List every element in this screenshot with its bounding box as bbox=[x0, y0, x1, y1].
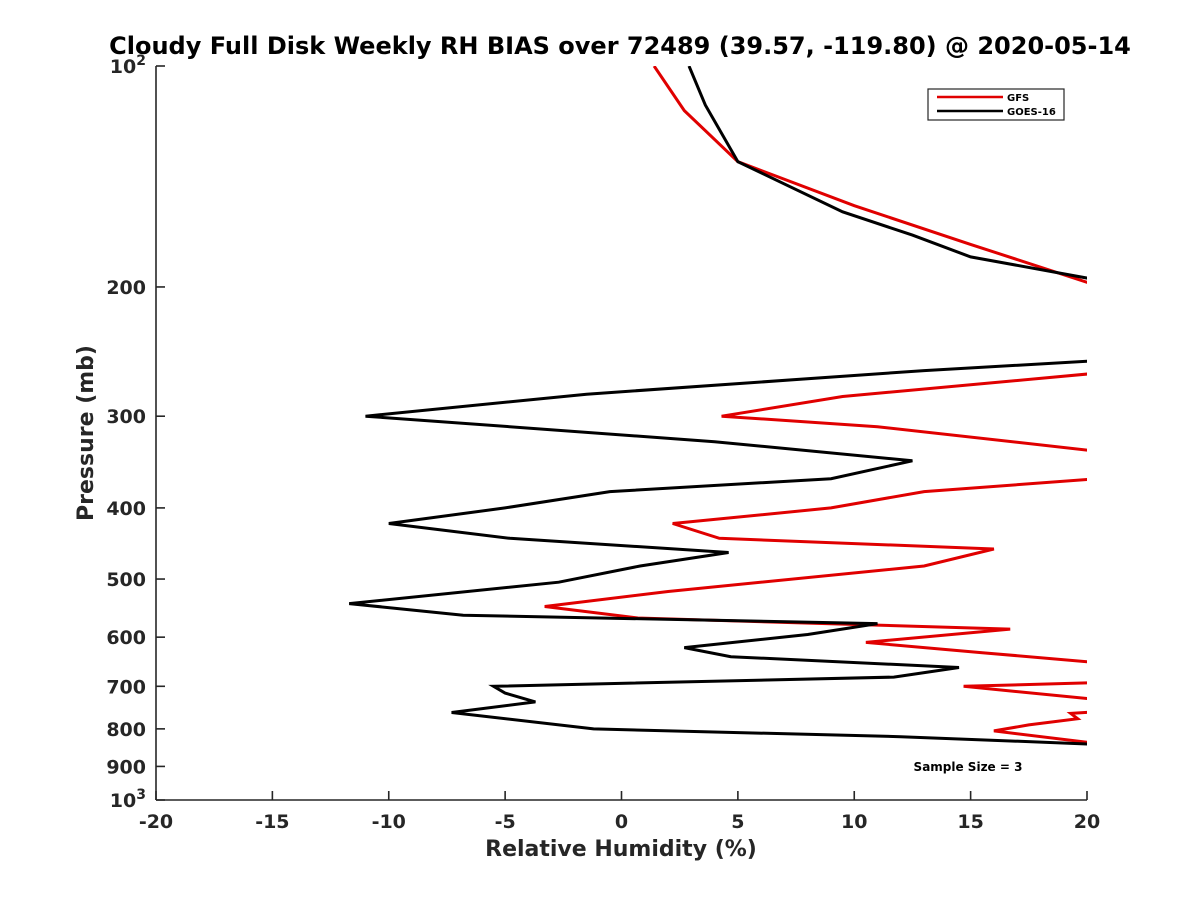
y-tick-label: 103 bbox=[110, 787, 146, 812]
x-ticks: -20 -15 -10 -5 0 5 10 15 20 bbox=[139, 791, 1100, 833]
legend-box bbox=[927, 88, 1065, 121]
x-tick-label: 5 bbox=[731, 811, 744, 833]
y-tick-label: 900 bbox=[106, 756, 146, 778]
legend-entries: GFS GOES-16 bbox=[937, 93, 1056, 118]
series-layer bbox=[349, 66, 1087, 746]
y-tick-label: 300 bbox=[106, 406, 146, 428]
legend-label-gfs: GFS bbox=[1007, 93, 1029, 104]
y-ticks: 102 200 300 400 500 600 700 800 900 103 bbox=[106, 53, 165, 812]
sample-size-annotation: Sample Size = 3 bbox=[914, 760, 1023, 774]
x-tick-label: -10 bbox=[372, 811, 406, 833]
series-line-goes-16 bbox=[349, 66, 1087, 746]
x-tick-label: 10 bbox=[841, 811, 867, 833]
x-tick-label: -5 bbox=[495, 811, 516, 833]
y-tick-label: 400 bbox=[106, 498, 146, 520]
x-tick-label: 0 bbox=[615, 811, 628, 833]
x-tick-label: -15 bbox=[255, 811, 289, 833]
y-axis-label: Pressure (mb) bbox=[74, 345, 99, 521]
y-tick-label: 102 bbox=[110, 53, 146, 78]
series-line-gfs bbox=[544, 66, 1087, 744]
legend: GFS GOES-16 bbox=[927, 88, 1065, 121]
y-tick-label: 700 bbox=[106, 676, 146, 698]
y-tick-label: 200 bbox=[106, 277, 146, 299]
x-tick-label: -20 bbox=[139, 811, 173, 833]
y-tick-label: 800 bbox=[106, 719, 146, 741]
chart-title: Cloudy Full Disk Weekly RH BIAS over 724… bbox=[109, 32, 1131, 60]
x-tick-label: 15 bbox=[957, 811, 983, 833]
legend-label-goes-16: GOES-16 bbox=[1007, 107, 1056, 118]
x-tick-label: 20 bbox=[1074, 811, 1100, 833]
y-tick-label: 500 bbox=[106, 569, 146, 591]
x-axis-label: Relative Humidity (%) bbox=[485, 837, 757, 862]
y-tick-label: 600 bbox=[106, 627, 146, 649]
